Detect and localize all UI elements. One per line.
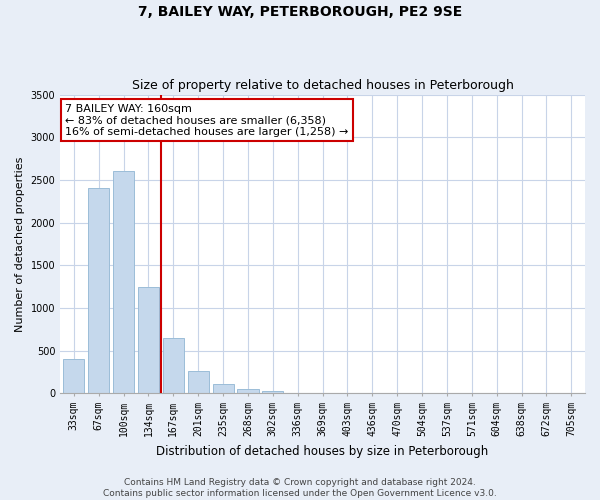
Bar [212, 384, 233, 394]
Y-axis label: Number of detached properties: Number of detached properties [15, 156, 25, 332]
Text: 7 BAILEY WAY: 160sqm
← 83% of detached houses are smaller (6,358)
16% of semi-de: 7 BAILEY WAY: 160sqm ← 83% of detached h… [65, 104, 349, 136]
Bar [262, 390, 283, 394]
X-axis label: Distribution of detached houses by size in Peterborough: Distribution of detached houses by size … [157, 444, 489, 458]
Bar [163, 338, 184, 394]
Bar [238, 389, 259, 394]
Bar [113, 172, 134, 394]
Text: 7, BAILEY WAY, PETERBOROUGH, PE2 9SE: 7, BAILEY WAY, PETERBOROUGH, PE2 9SE [138, 5, 462, 19]
Bar [88, 188, 109, 394]
Bar [138, 286, 159, 394]
Bar [63, 359, 85, 394]
Title: Size of property relative to detached houses in Peterborough: Size of property relative to detached ho… [131, 79, 514, 92]
Bar [188, 371, 209, 394]
Text: Contains HM Land Registry data © Crown copyright and database right 2024.
Contai: Contains HM Land Registry data © Crown c… [103, 478, 497, 498]
